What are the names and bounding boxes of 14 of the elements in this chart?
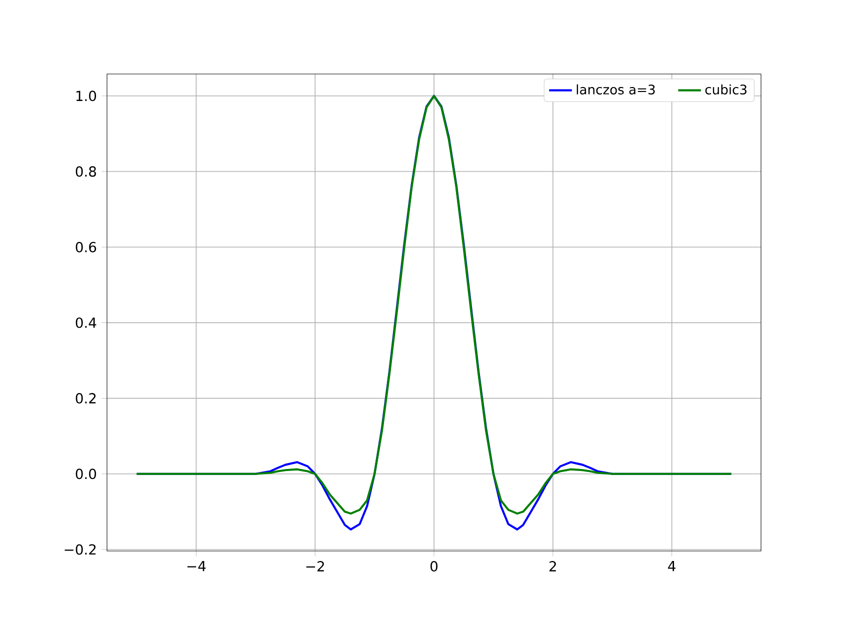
x-tick-label: 0 [430, 561, 438, 572]
y-tick-label: 0.2 [76, 393, 96, 404]
y-tick-label: 1.0 [76, 90, 96, 102]
y-tick-label: 0.6 [76, 242, 96, 252]
legend-label: cubic3 [705, 84, 747, 94]
legend-label: lanczos a=3 [576, 84, 655, 94]
y-tick-label: 0.0 [76, 468, 96, 480]
x-tick-label: 2 [550, 561, 556, 572]
y-tick-label: 0.8 [76, 166, 96, 177]
y-tick-label: 0.4 [76, 317, 96, 328]
y-tick-label: −0.2 [64, 544, 96, 555]
x-tick-label: 4 [668, 561, 676, 572]
x-tick-label: −4 [187, 561, 206, 572]
x-tick-label: −2 [306, 561, 324, 572]
